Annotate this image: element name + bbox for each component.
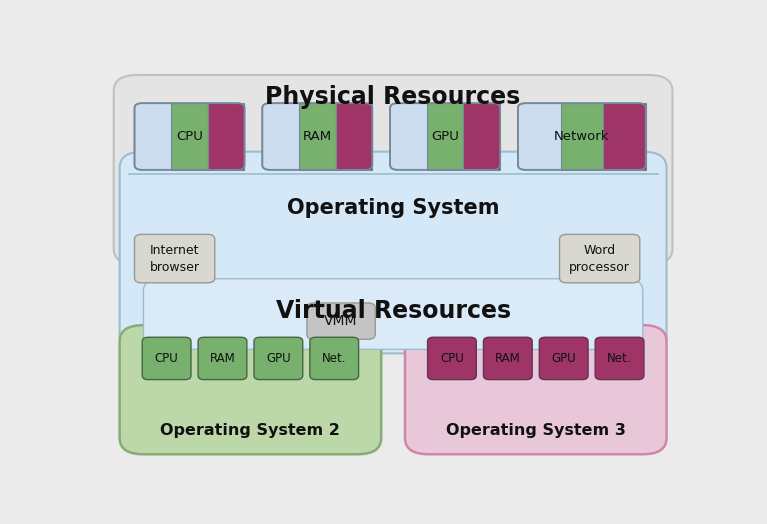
Text: Internet
browser: Internet browser (150, 244, 199, 274)
Text: VMM: VMM (324, 314, 358, 328)
FancyBboxPatch shape (595, 337, 644, 379)
Text: Operating System: Operating System (287, 198, 499, 218)
FancyBboxPatch shape (134, 234, 215, 283)
Text: RAM: RAM (303, 130, 332, 143)
Text: RAM: RAM (209, 352, 235, 365)
FancyBboxPatch shape (254, 337, 303, 379)
FancyBboxPatch shape (307, 303, 375, 339)
FancyBboxPatch shape (198, 337, 247, 379)
FancyBboxPatch shape (134, 103, 245, 170)
Bar (299, 103, 336, 170)
Text: Network: Network (554, 130, 610, 143)
Text: Operating System 3: Operating System 3 (446, 423, 626, 438)
FancyBboxPatch shape (518, 103, 646, 170)
FancyBboxPatch shape (120, 151, 667, 353)
FancyBboxPatch shape (427, 337, 476, 379)
FancyBboxPatch shape (114, 75, 673, 265)
Bar (336, 103, 372, 170)
Bar (463, 103, 500, 170)
FancyBboxPatch shape (483, 337, 532, 379)
FancyBboxPatch shape (310, 337, 359, 379)
Text: Net.: Net. (607, 352, 632, 365)
Text: Net.: Net. (322, 352, 347, 365)
Bar (171, 103, 208, 170)
Text: CPU: CPU (440, 352, 464, 365)
Bar (426, 103, 463, 170)
Text: GPU: GPU (431, 130, 459, 143)
FancyBboxPatch shape (405, 325, 667, 454)
Text: RAM: RAM (495, 352, 521, 365)
FancyBboxPatch shape (539, 337, 588, 379)
Text: Word
processor: Word processor (569, 244, 630, 274)
Text: CPU: CPU (155, 352, 179, 365)
Text: Operating System 2: Operating System 2 (160, 423, 341, 438)
Text: GPU: GPU (266, 352, 291, 365)
Text: Virtual Resources: Virtual Resources (275, 299, 511, 323)
FancyBboxPatch shape (262, 103, 372, 170)
Text: CPU: CPU (176, 130, 203, 143)
Bar (561, 103, 603, 170)
Text: Physical Resources: Physical Resources (265, 85, 521, 109)
FancyBboxPatch shape (560, 234, 640, 283)
Bar (603, 103, 646, 170)
FancyBboxPatch shape (143, 279, 643, 350)
Bar (208, 103, 245, 170)
Text: GPU: GPU (551, 352, 576, 365)
FancyBboxPatch shape (390, 103, 500, 170)
FancyBboxPatch shape (142, 337, 191, 379)
FancyBboxPatch shape (120, 325, 381, 454)
